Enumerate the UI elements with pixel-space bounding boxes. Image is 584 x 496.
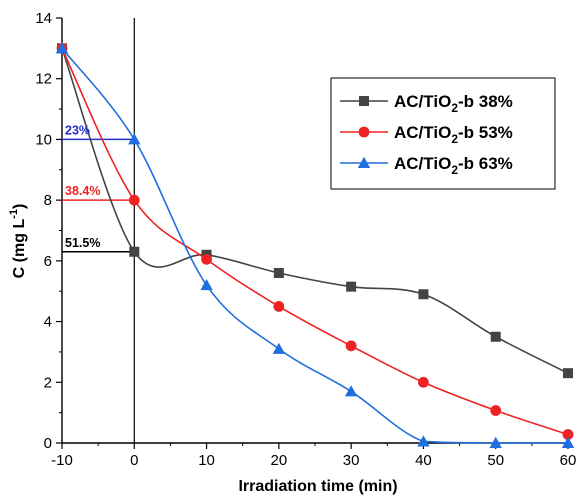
circle-marker bbox=[418, 376, 429, 388]
series-line-1 bbox=[61, 48, 569, 374]
x-tick-label: 60 bbox=[560, 452, 577, 469]
circle-marker bbox=[490, 405, 502, 416]
triangle-marker bbox=[357, 156, 371, 168]
triangle-marker bbox=[489, 436, 502, 448]
y-tick-label: 2 bbox=[44, 374, 52, 391]
circle-marker bbox=[562, 429, 574, 440]
y-tick-label: 0 bbox=[44, 435, 52, 452]
legend-label: AC/TiO2-b 38% bbox=[394, 92, 513, 115]
triangle-marker bbox=[417, 435, 430, 447]
square-marker bbox=[346, 281, 357, 292]
y-tick-label: 10 bbox=[35, 131, 52, 148]
circle-marker bbox=[273, 300, 285, 312]
y-tick-label: 8 bbox=[44, 192, 52, 209]
y-axis-title-main: C (mg L bbox=[11, 219, 28, 279]
legend-label: AC/TiO2-b 63% bbox=[394, 154, 513, 177]
y-tick-label: 4 bbox=[44, 314, 52, 331]
y-tick-label: 6 bbox=[44, 253, 52, 270]
triangle-marker bbox=[55, 42, 69, 54]
x-axis-title: Irradiation time (min) bbox=[238, 478, 397, 495]
circle-marker bbox=[345, 340, 357, 352]
triangle-marker bbox=[561, 436, 575, 448]
annotations: 23% 38.4% 51.5% bbox=[65, 123, 100, 249]
reduction-label: 23% bbox=[65, 123, 90, 137]
x-tick-label: 50 bbox=[487, 452, 504, 469]
y-tick-label: 14 bbox=[35, 10, 52, 27]
square-marker bbox=[563, 368, 573, 379]
x-tick-label: 20 bbox=[271, 452, 288, 469]
square-marker bbox=[273, 268, 284, 278]
reduction-label: 51.5% bbox=[65, 236, 100, 250]
triangle-marker bbox=[128, 133, 141, 145]
legend-label: AC/TiO2-b 53% bbox=[394, 123, 513, 146]
triangle-marker bbox=[344, 385, 358, 397]
x-tick-label: 40 bbox=[415, 452, 432, 469]
legend: AC/TiO2-b 38% AC/TiO2-b 53% AC/TiO2-b 63% bbox=[330, 77, 556, 190]
x-tick-label: 10 bbox=[198, 452, 215, 469]
triangle-marker bbox=[272, 342, 286, 354]
x-tick-label: 0 bbox=[130, 452, 138, 469]
x-tick-label: 30 bbox=[343, 452, 360, 469]
series-markers bbox=[55, 42, 575, 448]
y-tick-label: 12 bbox=[35, 71, 52, 88]
circle-marker bbox=[201, 253, 212, 265]
y-axis-title: C (mg L-1) bbox=[8, 204, 28, 279]
y-axis-title-sup: -1 bbox=[8, 209, 20, 219]
square-marker bbox=[359, 96, 369, 106]
square-marker bbox=[490, 331, 501, 342]
square-marker bbox=[418, 289, 429, 300]
circle-marker bbox=[128, 194, 140, 206]
reduction-label: 38.4% bbox=[65, 184, 100, 198]
circle-marker bbox=[358, 126, 370, 138]
x-tick-label: -10 bbox=[51, 452, 73, 469]
triangle-marker bbox=[200, 278, 213, 291]
square-marker bbox=[129, 246, 140, 257]
y-axis-title-close: ) bbox=[11, 204, 28, 209]
reference-lines bbox=[62, 138, 135, 253]
